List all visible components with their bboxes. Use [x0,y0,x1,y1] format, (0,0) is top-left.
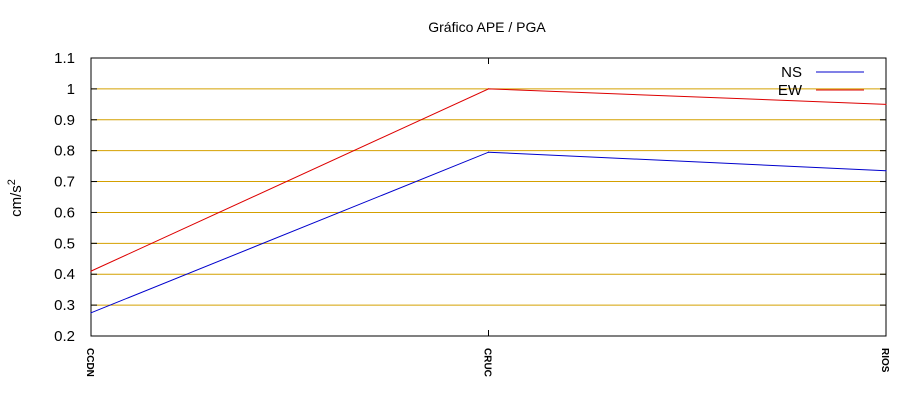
data-point-ns [487,151,490,153]
y-tick-label: 0.9 [54,112,75,129]
legend-label-ns: NS [781,64,802,81]
y-axis-ticks: 0.2 0.3 0.4 0.5 0.6 0.7 0.8 0.9 1 1.1 [54,50,886,345]
data-point-ew [885,103,887,105]
y-tick-label: 0.4 [54,266,75,283]
plot-area-frame [90,57,887,337]
x-tick-label: CRUC [482,348,493,377]
x-tick-label: RIOS [879,348,890,373]
y-tick-label: 0.6 [54,204,75,221]
y-axis-label-superscript: 2 [6,179,18,185]
data-point-ew [90,270,92,272]
grid-lines [91,88,886,306]
y-tick-label: 0.3 [54,297,75,314]
x-axis-ticks: CCDN CRUC RIOS [84,58,890,377]
series-lines [90,88,887,314]
legend-label-ew: EW [778,82,803,99]
data-point-ew [487,88,490,90]
y-tick-label: 1 [67,81,75,98]
y-tick-label: 0.2 [54,328,75,345]
x-tick-label: CCDN [84,348,95,377]
y-axis-label: cm/s2 [6,179,25,217]
series-line-ns [90,151,887,314]
y-tick-label: 1.1 [54,50,75,67]
y-axis-label-unit: cm/s [8,185,25,217]
data-point-ns [90,312,92,314]
data-point-ns [885,170,887,172]
y-tick-label: 0.8 [54,143,75,160]
y-tick-label: 0.7 [54,174,75,191]
chart-title: Gráfico APE / PGA [428,19,546,35]
y-tick-label: 0.5 [54,235,75,252]
